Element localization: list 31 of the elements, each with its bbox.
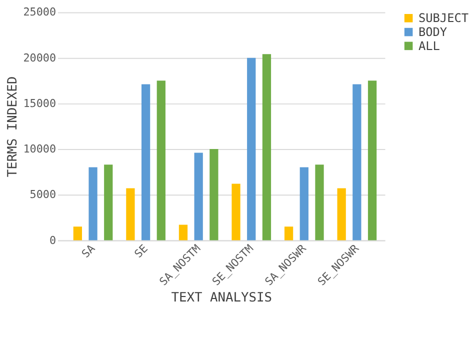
y-tick-label: 5000 xyxy=(30,188,56,202)
bar xyxy=(126,188,135,240)
x-tick-label: SA xyxy=(79,242,98,260)
bar xyxy=(368,80,377,240)
bar xyxy=(88,167,98,240)
y-axis-title: TERMS INDEXED xyxy=(5,76,20,178)
bar xyxy=(284,226,294,240)
bar xyxy=(210,149,218,240)
y-tick-label: 20000 xyxy=(23,51,56,64)
bar xyxy=(104,164,113,240)
y-tick-label: 0 xyxy=(49,234,56,247)
x-axis-title: TEXT ANALYSIS xyxy=(171,290,272,306)
bar xyxy=(178,224,188,240)
bar xyxy=(262,54,272,240)
legend-label: SUBJECT xyxy=(418,11,469,26)
bar xyxy=(141,84,150,240)
y-tick-label: 25000 xyxy=(23,6,56,19)
y-tick-label: 15000 xyxy=(23,96,56,110)
bar xyxy=(337,188,346,240)
x-tick-label: SE xyxy=(132,242,150,260)
bar xyxy=(232,184,240,240)
bar xyxy=(352,84,362,240)
bar xyxy=(194,152,203,240)
bar xyxy=(300,167,308,240)
bar xyxy=(247,58,256,240)
bar xyxy=(73,226,82,240)
bar xyxy=(315,164,324,240)
y-tick-label: 10000 xyxy=(23,142,56,156)
legend-label: ALL xyxy=(418,38,440,53)
legend-label: BODY xyxy=(418,25,448,40)
bar xyxy=(156,80,166,240)
